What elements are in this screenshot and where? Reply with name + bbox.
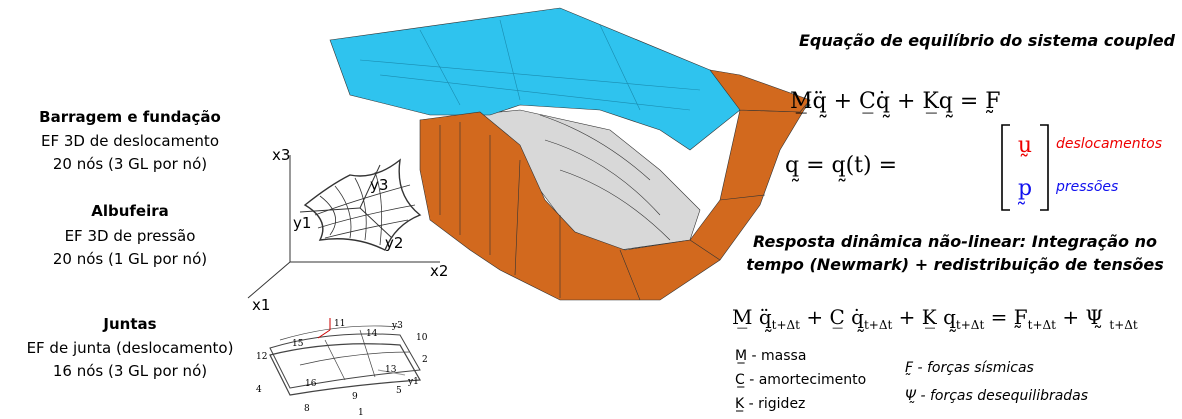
axis-label: y3 bbox=[370, 176, 388, 194]
subscript: t+Δt bbox=[1109, 318, 1138, 332]
term: + K̲ q̰ bbox=[892, 305, 956, 333]
axis-label: x1 bbox=[252, 296, 270, 314]
node: 1 bbox=[358, 408, 364, 418]
axis-label: x3 bbox=[272, 146, 290, 164]
vector-entry: ṵ bbox=[1018, 133, 1032, 158]
term: = F̰ bbox=[984, 305, 1027, 329]
node: 13 bbox=[385, 365, 397, 375]
title: Equação de equilíbrio do sistema coupled bbox=[799, 31, 1176, 50]
node: 5 bbox=[396, 386, 402, 396]
equation: q̰ = q̰(t) = bbox=[785, 153, 897, 183]
legend-item: Ψ̰ - forças desequilibradas bbox=[905, 388, 1088, 404]
axis-label: x2 bbox=[430, 262, 448, 280]
legend-item: K̲ - rigidez bbox=[735, 396, 805, 412]
legend-item: F̰ - forças sísmicas bbox=[905, 360, 1034, 376]
subscript: t+Δt bbox=[1028, 318, 1057, 332]
subscript: t+Δt bbox=[772, 318, 801, 332]
heading: Barragem e fundação bbox=[39, 108, 221, 126]
joint-labels: 11 14 10 15 12 2 13 4 16 5 9 8 1 y3 y1 bbox=[256, 319, 428, 418]
axis-label: y2 bbox=[385, 234, 403, 252]
line: EF 3D de deslocamento bbox=[41, 132, 219, 150]
element-diagram: x3 x2 x1 y3 y1 y2 bbox=[248, 146, 448, 314]
term: + Ψ̰ bbox=[1056, 305, 1109, 329]
node: 2 bbox=[422, 355, 428, 365]
subscript: t+Δt bbox=[956, 318, 985, 332]
subscript: t+Δt bbox=[864, 318, 893, 332]
dam-model bbox=[330, 8, 810, 300]
subtitle: tempo (Newmark) + redistribuição de tens… bbox=[746, 255, 1163, 274]
left-text: Barragem e fundação EF 3D de deslocament… bbox=[27, 108, 234, 380]
heading: Juntas bbox=[102, 315, 156, 333]
node: 16 bbox=[305, 379, 317, 389]
heading: Albufeira bbox=[91, 202, 169, 220]
axis-label: y3 bbox=[391, 321, 403, 331]
node: 9 bbox=[352, 392, 358, 402]
line: 16 nós (3 GL por nó) bbox=[53, 362, 207, 380]
legend-item: M̲ - massa bbox=[735, 348, 806, 364]
term: + C̲ q̰̇ bbox=[800, 305, 865, 333]
node: 10 bbox=[416, 333, 428, 343]
local-axis bbox=[300, 208, 360, 212]
legend-item: C̲ - amortecimento bbox=[735, 372, 866, 388]
line: 20 nós (3 GL por nó) bbox=[53, 155, 207, 173]
line: EF 3D de pressão bbox=[65, 227, 196, 245]
equations: Equação de equilíbrio do sistema coupled… bbox=[732, 31, 1176, 412]
node: 15 bbox=[292, 339, 304, 349]
equation: M̲q̰̈ + C̲q̰̇ + K̲q̰ = F̰ bbox=[790, 89, 1001, 119]
slide: Barragem e fundação EF 3D de deslocament… bbox=[0, 0, 1182, 419]
axis-label: y1 bbox=[293, 214, 311, 232]
vector-label: pressões bbox=[1055, 179, 1118, 195]
axis-label: y1 bbox=[407, 377, 419, 387]
node: 14 bbox=[366, 329, 378, 339]
vector-entry: p̰ bbox=[1017, 176, 1032, 206]
term: M̲ q̰̈ bbox=[732, 305, 772, 333]
vector-label: deslocamentos bbox=[1056, 136, 1162, 152]
line: EF de junta (deslocamento) bbox=[27, 339, 234, 357]
subtitle: Resposta dinâmica não-linear: Integração… bbox=[753, 232, 1157, 251]
equation: M̲ q̰̈t+Δt + C̲ q̰̇t+Δt + K̲ q̰t+Δt = F̰… bbox=[732, 305, 1138, 333]
line: 20 nós (1 GL por nó) bbox=[53, 250, 207, 268]
node: 8 bbox=[304, 404, 310, 414]
node: 12 bbox=[256, 352, 267, 362]
node: 11 bbox=[334, 319, 345, 329]
node: 4 bbox=[256, 385, 262, 395]
axis bbox=[248, 262, 290, 298]
